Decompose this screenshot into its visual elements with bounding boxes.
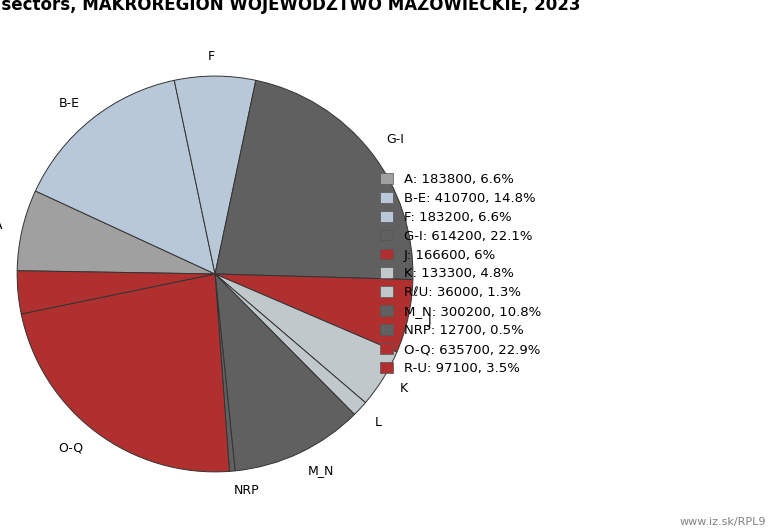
Wedge shape bbox=[215, 274, 235, 471]
Text: A: A bbox=[0, 219, 3, 232]
Wedge shape bbox=[215, 274, 354, 471]
Wedge shape bbox=[215, 274, 397, 403]
Text: F: F bbox=[208, 50, 215, 63]
Wedge shape bbox=[35, 80, 215, 274]
Wedge shape bbox=[17, 271, 215, 314]
Text: L: L bbox=[375, 415, 382, 429]
Text: M_N: M_N bbox=[308, 464, 335, 477]
Wedge shape bbox=[21, 274, 229, 472]
Text: K: K bbox=[400, 383, 408, 395]
Wedge shape bbox=[174, 76, 256, 274]
Legend: A: 183800, 6.6%, B-E: 410700, 14.8%, F: 183200, 6.6%, G-I: 614200, 22.1%, J: 166: A: 183800, 6.6%, B-E: 410700, 14.8%, F: … bbox=[380, 173, 541, 375]
Text: B-E: B-E bbox=[59, 97, 80, 110]
Wedge shape bbox=[215, 80, 413, 279]
Wedge shape bbox=[215, 274, 365, 414]
Text: J: J bbox=[428, 314, 431, 327]
Text: G-I: G-I bbox=[386, 132, 404, 146]
Text: NRP: NRP bbox=[234, 484, 260, 497]
Text: www.iz.sk/RPL9: www.iz.sk/RPL9 bbox=[680, 517, 766, 527]
Wedge shape bbox=[17, 191, 215, 274]
Text: O-Q: O-Q bbox=[59, 441, 84, 454]
Title: Employment by sectors, MAKROREGION WOJEWODZTWO MAZOWIECKIE, 2023: Employment by sectors, MAKROREGION WOJEW… bbox=[0, 0, 580, 14]
Wedge shape bbox=[215, 274, 413, 352]
